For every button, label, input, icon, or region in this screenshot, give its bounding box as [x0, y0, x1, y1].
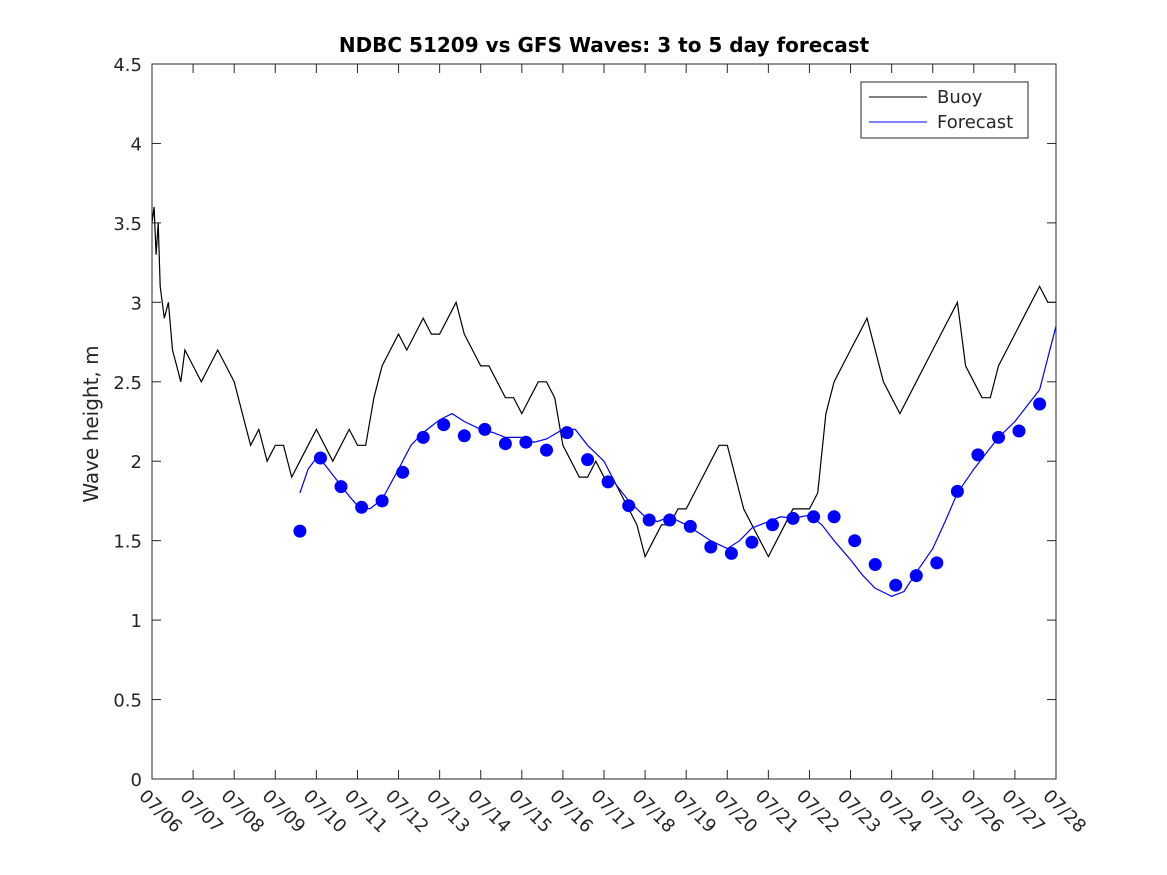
- forecast-marker: [540, 443, 553, 457]
- forecast-marker: [314, 451, 327, 465]
- forecast-marker: [807, 510, 821, 524]
- legend-forecast-label: Forecast: [937, 112, 1013, 133]
- forecast-marker: [786, 511, 800, 525]
- forecast-marker: [663, 513, 677, 527]
- forecast-marker: [683, 519, 697, 533]
- forecast-marker: [437, 418, 451, 432]
- legend-box: [860, 81, 1029, 139]
- forecast-marker: [375, 494, 389, 508]
- forecast-marker: [992, 430, 1005, 444]
- plot-background: [152, 64, 1056, 779]
- forecast-marker: [519, 435, 533, 449]
- forecast-marker: [848, 534, 862, 548]
- forecast-marker: [971, 448, 985, 462]
- forecast-marker: [498, 437, 512, 451]
- forecast-marker: [745, 535, 759, 549]
- legend-buoy-label: Buoy: [937, 87, 983, 108]
- forecast-marker: [642, 513, 656, 527]
- axes-box: [151, 63, 1057, 780]
- y-axis-label: Wave height, m: [79, 345, 103, 502]
- plot-area: [151, 64, 1057, 779]
- forecast-marker: [416, 430, 430, 444]
- forecast-marker: [560, 426, 574, 440]
- y-tick-label: 2.5: [113, 373, 142, 394]
- forecast-marker: [868, 558, 882, 571]
- y-tick-label: 0.5: [113, 691, 142, 712]
- y-tick-label: 2: [131, 452, 142, 473]
- axes-frame: [151, 63, 1057, 780]
- forecast-marker: [457, 429, 471, 443]
- y-tick-label: 1.5: [113, 532, 142, 553]
- forecast-marker: [909, 569, 923, 583]
- y-tick-label: 0: [131, 770, 142, 791]
- forecast-marker: [396, 465, 410, 479]
- forecast-marker: [724, 546, 738, 560]
- forecast-marker: [334, 480, 348, 494]
- forecast-marker: [622, 499, 636, 513]
- forecast-marker: [930, 556, 944, 570]
- y-tick-label: 4: [131, 134, 142, 155]
- forecast-marker: [581, 453, 595, 467]
- forecast-marker: [355, 500, 369, 514]
- y-tick-label: 4.5: [113, 55, 142, 76]
- forecast-marker: [1033, 397, 1047, 411]
- forecast-marker: [293, 524, 307, 538]
- y-tick-label: 1: [131, 611, 142, 632]
- forecast-marker: [1012, 424, 1026, 438]
- legend: Buoy Forecast: [860, 81, 1029, 139]
- forecast-marker: [827, 510, 841, 524]
- y-tick-label: 3.5: [113, 214, 142, 235]
- forecast-marker: [950, 484, 964, 498]
- forecast-marker: [889, 578, 903, 592]
- buoy-series-line: [151, 206, 1056, 559]
- forecast-marker: [478, 422, 492, 436]
- forecast-marker: [601, 475, 615, 489]
- forecast-marker: [704, 540, 718, 554]
- y-tick-label: 3: [131, 293, 142, 314]
- forecast-marker: [766, 518, 779, 532]
- chart-title: NDBC 51209 vs GFS Waves: 3 to 5 day fore…: [339, 33, 870, 57]
